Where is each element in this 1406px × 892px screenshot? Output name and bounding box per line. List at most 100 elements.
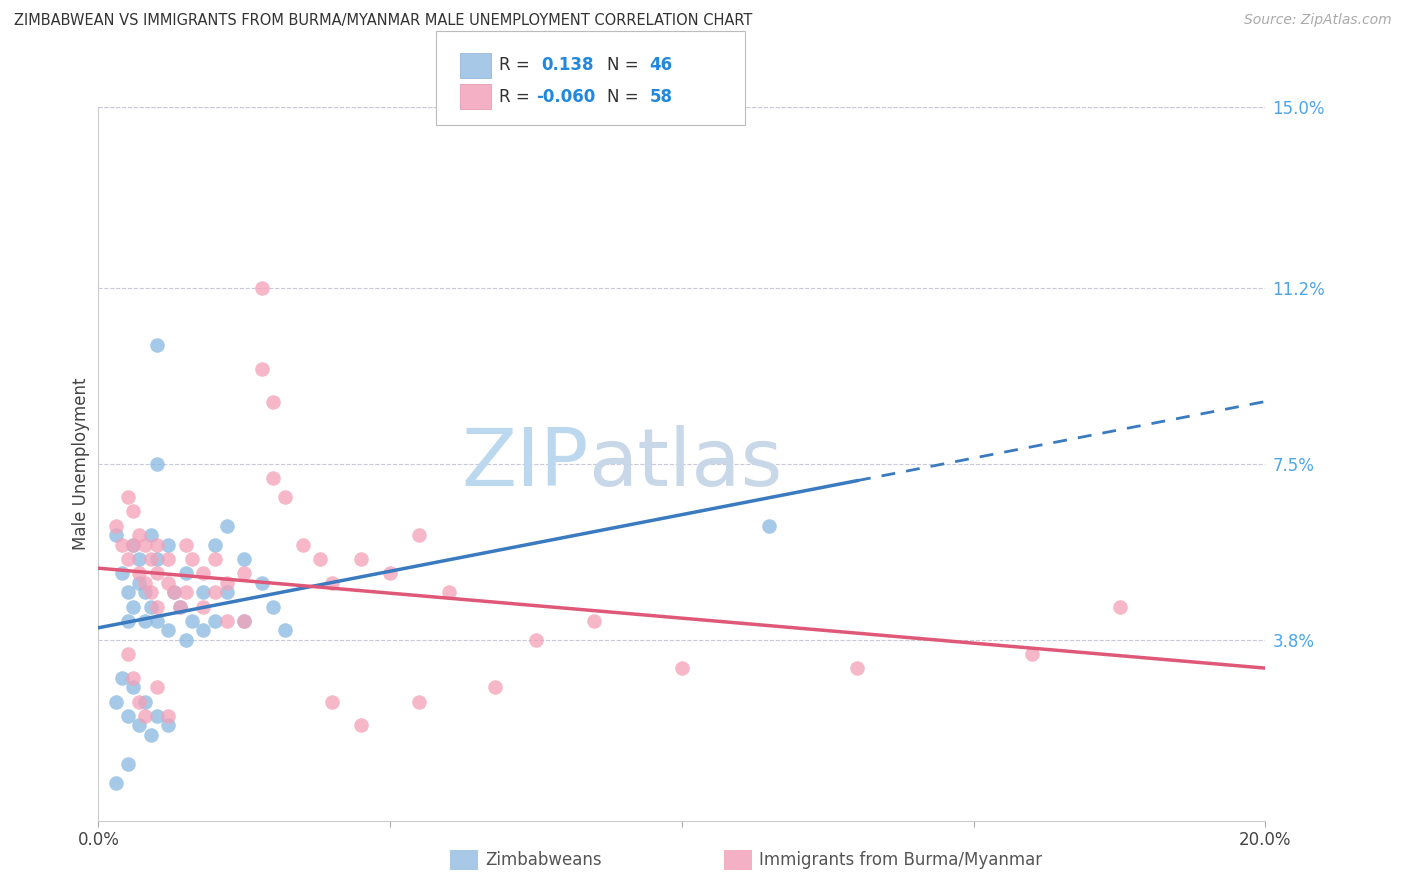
Point <box>193 566 215 581</box>
Point <box>139 585 162 599</box>
Point <box>122 538 145 552</box>
Point <box>139 528 162 542</box>
Point <box>134 575 156 590</box>
Point <box>193 585 215 599</box>
Point <box>233 552 256 566</box>
Point <box>117 709 139 723</box>
Point <box>174 566 197 581</box>
Text: Zimbabweans: Zimbabweans <box>485 851 602 869</box>
Point <box>146 457 169 471</box>
Point <box>204 614 226 628</box>
Point <box>122 681 145 695</box>
Point <box>122 671 145 685</box>
Point <box>128 575 150 590</box>
Point <box>146 538 169 552</box>
Point <box>104 518 127 533</box>
Text: 58: 58 <box>650 87 672 105</box>
Point <box>262 471 284 485</box>
Point <box>139 599 162 614</box>
Point <box>350 718 373 732</box>
Point <box>262 395 284 409</box>
Point <box>215 585 238 599</box>
Point <box>128 566 150 581</box>
Point <box>250 361 273 376</box>
Point <box>378 566 402 581</box>
Point <box>146 599 169 614</box>
Point <box>671 661 693 675</box>
Text: ZIP: ZIP <box>461 425 589 503</box>
Text: N =: N = <box>607 87 638 105</box>
Point <box>157 575 180 590</box>
Point <box>134 614 156 628</box>
Point <box>215 614 238 628</box>
Point <box>845 661 868 675</box>
Point <box>169 599 191 614</box>
Point <box>524 632 547 647</box>
Point <box>128 552 150 566</box>
Point <box>350 552 373 566</box>
Point <box>111 671 134 685</box>
Point <box>174 632 197 647</box>
Point <box>146 566 169 581</box>
Point <box>117 647 139 661</box>
Point <box>117 490 139 504</box>
Text: R =: R = <box>499 87 530 105</box>
Point <box>321 575 343 590</box>
Point <box>193 624 215 638</box>
Point <box>274 624 297 638</box>
Point <box>157 624 180 638</box>
Point <box>117 756 139 771</box>
Point <box>157 718 180 732</box>
Text: -0.060: -0.060 <box>536 87 595 105</box>
Point <box>174 585 197 599</box>
Point <box>104 775 127 789</box>
Point <box>134 695 156 709</box>
Point <box>134 538 156 552</box>
Point <box>111 538 134 552</box>
Text: 46: 46 <box>650 56 672 74</box>
Point <box>262 599 284 614</box>
Point <box>180 614 202 628</box>
Point <box>1108 599 1130 614</box>
Point <box>134 585 156 599</box>
Point <box>321 695 343 709</box>
Point <box>250 575 273 590</box>
Point <box>233 614 256 628</box>
Text: 0.138: 0.138 <box>541 56 593 74</box>
Point <box>204 538 226 552</box>
Point <box>169 599 191 614</box>
Text: Source: ZipAtlas.com: Source: ZipAtlas.com <box>1244 13 1392 28</box>
Point <box>122 504 145 518</box>
Text: ZIMBABWEAN VS IMMIGRANTS FROM BURMA/MYANMAR MALE UNEMPLOYMENT CORRELATION CHART: ZIMBABWEAN VS IMMIGRANTS FROM BURMA/MYAN… <box>14 13 752 29</box>
Point <box>291 538 314 552</box>
Point <box>139 728 162 742</box>
Point <box>157 552 180 566</box>
Point <box>146 338 169 352</box>
Point <box>484 681 506 695</box>
Point <box>193 599 215 614</box>
Point <box>128 695 150 709</box>
Point <box>146 552 169 566</box>
Point <box>408 528 430 542</box>
Point <box>163 585 186 599</box>
Point <box>157 709 180 723</box>
Point <box>274 490 297 504</box>
Point <box>437 585 460 599</box>
Y-axis label: Male Unemployment: Male Unemployment <box>72 377 90 550</box>
Point <box>163 585 186 599</box>
Point <box>180 552 202 566</box>
Point <box>204 585 226 599</box>
Point <box>128 528 150 542</box>
Point <box>215 575 238 590</box>
Point <box>408 695 430 709</box>
Point <box>146 709 169 723</box>
Point <box>104 528 127 542</box>
Point <box>117 614 139 628</box>
Point <box>583 614 606 628</box>
Point <box>309 552 332 566</box>
Point <box>233 614 256 628</box>
Point <box>174 538 197 552</box>
Point <box>215 518 238 533</box>
Text: Immigrants from Burma/Myanmar: Immigrants from Burma/Myanmar <box>759 851 1042 869</box>
Point <box>122 599 145 614</box>
